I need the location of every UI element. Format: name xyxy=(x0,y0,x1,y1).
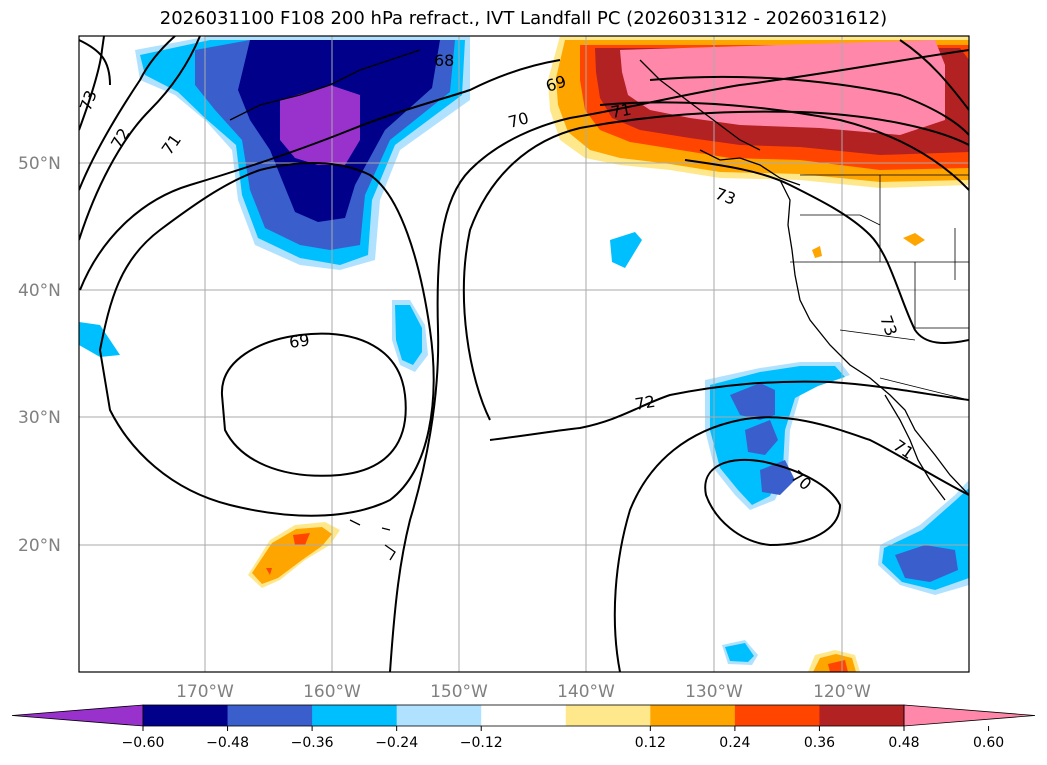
colorbar: −0.60 −0.48 −0.36 −0.24 −0.12 0.12 0.24 0.36 0.4… xyxy=(11,704,1036,751)
colorbar-box xyxy=(396,705,482,726)
contour-label: 68 xyxy=(434,51,454,70)
colorbar-tick-label: 0.12 xyxy=(635,735,666,751)
contour-label: 70 xyxy=(506,108,531,132)
colorbar-tick-label: −0.60 xyxy=(122,735,165,751)
refractivity-contours xyxy=(79,36,969,672)
colorbar-tick-label: −0.12 xyxy=(460,735,503,751)
lon-label: 130°W xyxy=(685,682,743,702)
contour-label: 71 xyxy=(609,100,632,122)
colorbar-box xyxy=(565,705,651,726)
lat-label: 40°N xyxy=(18,281,61,301)
contour-label: 72 xyxy=(633,392,656,414)
lon-label: 170°W xyxy=(176,682,234,702)
map-frame xyxy=(78,35,970,673)
colorbar-tick-label: −0.36 xyxy=(291,735,334,751)
colorbar-frame xyxy=(142,704,905,727)
lon-label: 140°W xyxy=(557,682,615,702)
political-borders xyxy=(790,174,969,401)
colorbar-tick-label: −0.48 xyxy=(206,735,249,751)
colorbar-extend-max xyxy=(903,704,1036,727)
lat-label: 30°N xyxy=(18,408,61,428)
colorbar-tick-label: 0.60 xyxy=(973,735,1004,751)
lat-label: 50°N xyxy=(18,154,61,174)
colorbar-box xyxy=(227,705,313,726)
colorbar-tick-label: 0.36 xyxy=(804,735,835,751)
colorbar-box xyxy=(481,705,567,726)
lat-label: 20°N xyxy=(18,536,61,556)
colorbar-box xyxy=(819,705,905,726)
longitude-labels: 170°W 160°W 150°W 140°W 130°W 120°W xyxy=(176,682,871,702)
lon-label: 120°W xyxy=(813,682,871,702)
colorbar-box xyxy=(650,705,736,726)
colorbar-tick-label: 0.48 xyxy=(888,735,919,751)
colorbar-tick-label: 0.24 xyxy=(719,735,750,751)
contour-label: 69 xyxy=(288,330,311,352)
lon-label: 160°W xyxy=(303,682,361,702)
colorbar-tick-label: −0.24 xyxy=(375,735,418,751)
gridlines xyxy=(79,36,969,672)
contour-label: 73 xyxy=(76,88,101,114)
map-title: 2026031100 F108 200 hPa refract., IVT La… xyxy=(159,8,888,29)
colorbar-box xyxy=(312,705,398,726)
negative-shading xyxy=(79,36,969,665)
colorbar-box xyxy=(143,705,229,726)
colorbar-extend-min xyxy=(11,704,144,727)
colorbar-box xyxy=(734,705,820,726)
latitude-labels: 50°N 40°N 30°N 20°N xyxy=(18,154,61,556)
lon-label: 150°W xyxy=(430,682,488,702)
